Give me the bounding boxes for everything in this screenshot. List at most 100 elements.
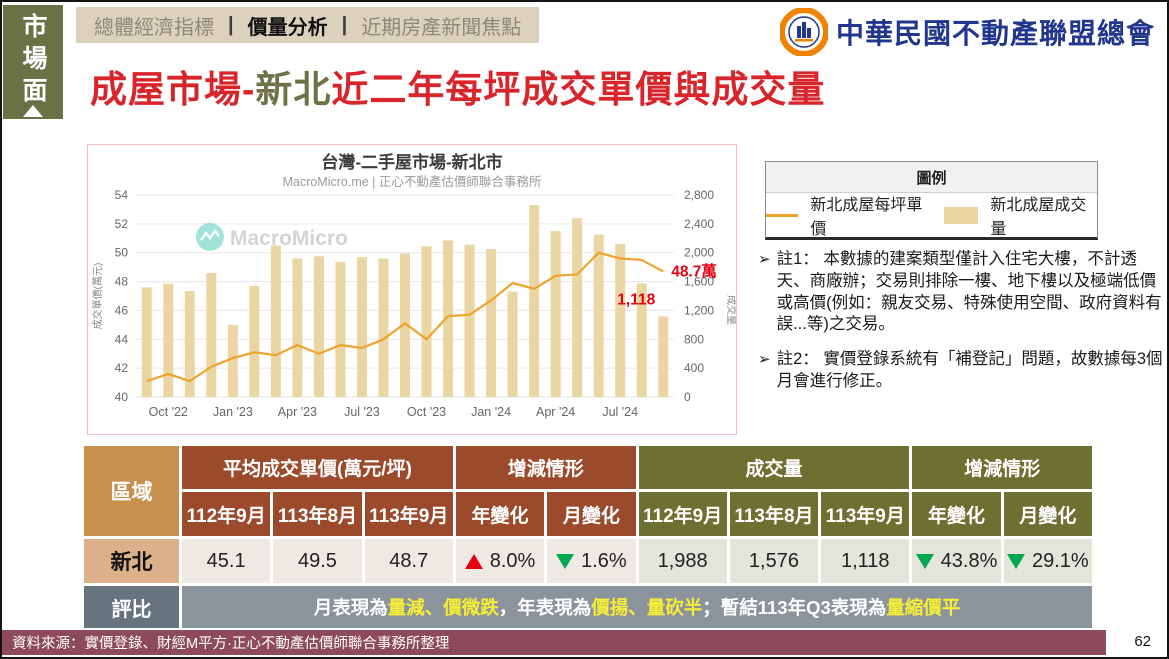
tab-separator: | [228,13,234,36]
top-tab-0[interactable]: 總體經濟指標 [94,16,214,39]
table-corner-header: 區域 [84,446,179,536]
tab-separator: | [341,13,348,36]
col-header-price-113-09: 113年9月 [364,492,453,536]
price-mom-change: 1.6% [547,539,636,583]
svg-text:48: 48 [115,275,129,289]
note-bullet-icon: ➢ [758,251,771,268]
source-text: 資料來源：實價登錄、財經M平方·正心不動產估價師聯合事務所整理 [12,636,450,652]
bar-legend-label: 新北成屋成交量 [990,197,1087,238]
svg-text:42: 42 [115,361,129,375]
vol-value-113-08: 1,576 [729,539,819,583]
svg-text:1,200: 1,200 [684,303,714,317]
svg-text:Jan '24: Jan '24 [471,405,511,419]
legend-title: 圖例 [766,162,1097,193]
row-region-label: 新北 [84,539,179,583]
change-value: 29.1% [1031,549,1089,572]
svg-text:Jul '23: Jul '23 [344,405,380,419]
svg-text:44: 44 [115,332,129,346]
rating-text: 月表現為 [313,597,388,618]
rating-highlight: 量縮價平 [886,597,961,618]
svg-text:46: 46 [115,303,129,317]
price-yoy-change: 8.0% [455,539,545,583]
svg-text:48.7萬: 48.7萬 [671,261,717,280]
notes-list: ➢ 註1： 本數據的建案類型僅計入住宅大樓，不計透天、商廠辦；交易則排除一樓、地下… [758,249,1166,406]
vol-yoy-change: 43.8% [912,539,1001,583]
group-header-volume: 成交量 [638,446,910,489]
triangle-down-icon [915,553,934,569]
svg-text:2,000: 2,000 [684,246,714,260]
svg-text:成交量: 成交量 [725,295,736,325]
note-text: 註2： 實價登錄系統有「補登記」問題，故數據每3個月會進行修正。 [776,350,1163,390]
col-header-vol-113-09: 113年9月 [821,492,910,536]
top-tab-1[interactable]: 價量分析 [247,16,328,39]
rating-row-content: 月表現為 量減、價微跌 ，年表現為 價揚、量砍半 ；暫結113年Q3表現為 量縮價平 [182,586,1092,628]
chart-legend-box: 圖例 新北成屋每坪單價 新北成屋成交量 [765,161,1098,240]
org-name: 中華民國不動產聯盟總會 [835,19,1155,50]
triangle-down-icon [556,553,575,569]
col-header-vol-yoy: 年變化 [912,492,1001,536]
bar-legend-swatch [944,206,979,224]
svg-text:Oct '22: Oct '22 [149,405,188,419]
svg-text:台灣-二手屋市場-新北市: 台灣-二手屋市場-新北市 [321,152,502,172]
vol-value-113-09: 1,118 [821,539,910,583]
triangle-down-icon [1006,553,1025,569]
price-volume-chart: 40 42 44 46 48 50 52 54 0 400 800 1,200 1,600 2,000 2,… [87,144,738,435]
svg-text:400: 400 [684,361,704,375]
note-item-2: ➢ 註2： 實價登錄系統有「補登記」問題，故數據每3個月會進行修正。 [758,349,1166,393]
svg-text:1,600: 1,600 [684,275,714,289]
svg-text:1,118: 1,118 [617,291,655,308]
page-title: 成屋市場-新北近二年每坪成交單價與成交量 [90,59,825,113]
sidebar-tab-market[interactable]: 市場面 [3,5,63,119]
group-header-avg-price: 平均成交單價(萬元/坪) [182,446,453,489]
price-value-113-08: 49.5 [273,539,362,583]
comparison-table: 區域 平均成交單價(萬元/坪) 增減情形 成交量 增減情形 112年9月 113… [84,446,1092,628]
rating-highlight: 量減、價微跌 [387,597,499,618]
org-logo-icon [779,8,828,56]
svg-text:800: 800 [684,332,704,346]
svg-text:Jan '23: Jan '23 [213,405,253,419]
sidebar-tab-label: 市場面 [19,13,47,109]
svg-text:Oct '23: Oct '23 [407,405,446,419]
top-tab-bar: 總體經濟指標 | 價量分析 | 近期房產新聞焦點 [76,7,540,43]
note-item-1: ➢ 註1： 本數據的建案類型僅計入住宅大樓，不計透天、商廠辦；交易則排除一樓、地下… [758,249,1166,336]
triangle-up-icon [464,553,483,569]
note-bullet-icon: ➢ [758,351,771,369]
svg-text:40: 40 [115,390,129,404]
top-tab-2[interactable]: 近期房產新聞焦點 [361,16,522,39]
svg-text:50: 50 [115,246,129,260]
svg-text:2,800: 2,800 [684,188,714,202]
rating-text: ；暫結113年Q3表現為 [702,597,887,618]
page-number: 62 [1134,633,1151,650]
svg-text:Apr '24: Apr '24 [536,405,575,419]
change-value: 8.0% [489,549,536,572]
legend-items: 新北成屋每坪單價 新北成屋成交量 [766,193,1097,238]
col-header-vol-mom: 月變化 [1003,492,1092,536]
org-logo: 中華民國不動產聯盟總會 [779,8,1155,56]
svg-text:Jul '24: Jul '24 [602,405,638,419]
svg-text:MacroMicro: MacroMicro [230,227,348,250]
svg-text:0: 0 [684,390,691,404]
vol-value-112-09: 1,988 [638,539,727,583]
svg-text:54: 54 [115,188,129,202]
svg-text:成交單價(萬元): 成交單價(萬元) [91,263,104,330]
title-prefix: 成屋市場- [90,69,256,110]
source-bar: 資料來源：實價登錄、財經M平方·正心不動產估價師聯合事務所整理 [2,630,1106,655]
svg-text:Apr '23: Apr '23 [278,405,317,419]
group-header-price-change: 增減情形 [455,446,636,489]
title-suffix: 近二年每坪成交單價與成交量 [331,69,826,110]
col-header-vol-112-09: 112年9月 [638,492,727,536]
col-header-price-113-08: 113年8月 [273,492,362,536]
price-value-112-09: 45.1 [182,539,271,583]
svg-text:2,400: 2,400 [684,217,714,231]
svg-text:52: 52 [115,217,129,231]
rating-highlight: 價揚、量砍半 [591,597,703,618]
col-header-price-112-09: 112年9月 [182,492,271,536]
arrow-up-icon [23,105,43,117]
change-value: 1.6% [581,549,627,572]
svg-text:MacroMicro.me | 正心不動產估價師聯合事務所: MacroMicro.me | 正心不動產估價師聯合事務所 [283,174,542,189]
col-header-price-yoy: 年變化 [455,492,545,536]
line-legend-label: 新北成屋每坪單價 [810,197,923,238]
rating-text: ，年表現為 [498,597,592,618]
col-header-vol-113-08: 113年8月 [729,492,819,536]
